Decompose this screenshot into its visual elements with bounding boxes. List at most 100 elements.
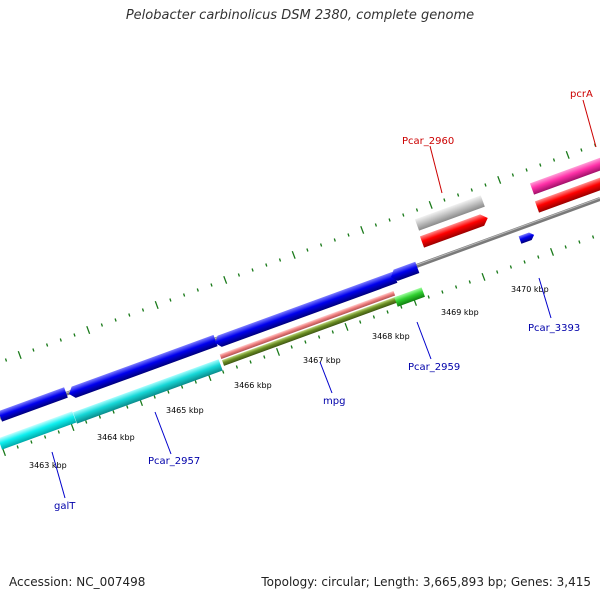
- scale-tick: [578, 240, 581, 244]
- scale-tick: [443, 198, 446, 202]
- scale-tick: [180, 385, 184, 389]
- scale-tick: [304, 340, 307, 344]
- scale-tick: [249, 360, 252, 364]
- scale-tick: [427, 295, 430, 299]
- scale-tick: [317, 335, 321, 339]
- gene-label-pcrA[interactable]: pcrA: [570, 89, 593, 100]
- scale-tick: [344, 322, 349, 331]
- gene-mpg[interactable]: [219, 290, 396, 359]
- scale-label: 3465 kbp: [166, 406, 204, 415]
- scale-tick: [114, 318, 117, 322]
- scale-tick: [30, 440, 33, 444]
- gene-label-Pcar_3393[interactable]: Pcar_3393: [528, 323, 580, 334]
- callout-line-Pcar_3393: [538, 277, 552, 319]
- scale-tick: [331, 330, 334, 334]
- scale-tick: [16, 445, 19, 449]
- scale-tick: [415, 208, 419, 212]
- gene-galT[interactable]: [0, 411, 77, 450]
- scale-label: 3469 kbp: [441, 308, 479, 317]
- scale-tick: [251, 268, 254, 272]
- scale-tick: [194, 380, 197, 384]
- gene-Pcar_2960[interactable]: [419, 212, 490, 248]
- scale-tick: [359, 320, 362, 324]
- scale-tick: [511, 173, 515, 177]
- scale-tick: [112, 410, 115, 414]
- scale-tick: [141, 308, 145, 312]
- callout-line-Pcar_2960: [429, 145, 443, 194]
- gene-pcrA[interactable]: [534, 173, 600, 213]
- gene-label-Pcar_2957[interactable]: Pcar_2957: [148, 456, 200, 467]
- scale-tick: [454, 285, 458, 289]
- map-title: Pelobacter carbinolicus DSM 2380, comple…: [125, 8, 475, 23]
- scale-tick: [73, 333, 76, 337]
- callout-line-galT: [51, 451, 66, 499]
- gene-Pcar_2960-gray[interactable]: [414, 195, 485, 231]
- scale-tick: [537, 255, 540, 259]
- gene-label-galT[interactable]: galT: [54, 501, 76, 512]
- outer-tick-row: [4, 143, 597, 362]
- scale-label: 3464 kbp: [97, 433, 135, 442]
- scale-tick: [360, 225, 365, 234]
- scale-tick: [265, 263, 268, 267]
- scale-tick: [1, 447, 7, 457]
- gene-label-Pcar_2960[interactable]: Pcar_2960: [402, 136, 454, 147]
- scale-tick: [17, 350, 22, 360]
- scale-tick: [306, 248, 309, 252]
- gene-reverse-blue-3[interactable]: [213, 271, 398, 349]
- scale-tick: [580, 148, 583, 152]
- scale-label: 3470 kbp: [511, 285, 549, 294]
- genome-stats-text: Topology: circular; Length: 3,665,893 bp…: [261, 575, 591, 589]
- scale-tick: [386, 310, 389, 314]
- scale-tick: [591, 235, 595, 239]
- inner-tick-row: [1, 235, 595, 457]
- scale-tick: [484, 183, 487, 187]
- accession-text: Accession: NC_007498: [9, 575, 146, 589]
- scale-label: 3463 kbp: [29, 461, 67, 470]
- gene-Pcar_3393[interactable]: [518, 231, 536, 244]
- scale-tick: [182, 293, 186, 297]
- scale-label: 3468 kbp: [372, 332, 410, 341]
- gene-reverse-blue-4[interactable]: [389, 261, 420, 283]
- scale-tick: [169, 298, 172, 302]
- scale-tick: [388, 218, 391, 222]
- gene-label-mpg[interactable]: mpg: [323, 396, 345, 407]
- scale-tick: [154, 300, 159, 310]
- scale-tick: [291, 250, 296, 259]
- scale-tick: [85, 420, 88, 424]
- scale-tick: [70, 422, 75, 432]
- scale-tick: [263, 355, 266, 359]
- callout-line-mpg: [319, 361, 333, 394]
- scale-tick: [523, 260, 526, 264]
- scale-tick: [153, 395, 156, 399]
- scale-tick: [372, 315, 376, 319]
- scale-tick: [86, 325, 91, 335]
- scale-tick: [402, 213, 405, 217]
- scale-tick: [275, 347, 281, 356]
- scale-tick: [539, 163, 542, 167]
- gene-Pcar_2959[interactable]: [394, 287, 425, 307]
- scale-tick: [59, 338, 62, 342]
- gene-label-Pcar_2959[interactable]: Pcar_2959: [408, 362, 460, 373]
- gene-reverse-blue-1[interactable]: [0, 387, 68, 422]
- scale-tick: [126, 405, 129, 409]
- scale-label: 3467 kbp: [303, 356, 341, 365]
- gene-Pcar_2957[interactable]: [72, 359, 223, 424]
- scale-tick: [235, 365, 239, 369]
- scale-tick: [32, 348, 35, 352]
- scale-tick: [400, 305, 403, 309]
- scale-tick: [210, 283, 213, 287]
- scale-tick: [167, 390, 170, 394]
- scale-tick: [441, 290, 444, 294]
- scale-tick: [43, 435, 47, 439]
- scale-tick: [509, 265, 513, 269]
- gene-reverse-blue-2[interactable]: [67, 334, 218, 400]
- scale-tick: [290, 345, 293, 349]
- scale-tick: [564, 245, 567, 249]
- gene-mpg-olive[interactable]: [221, 296, 400, 366]
- scale-tick: [223, 275, 228, 284]
- gene-pcrA-pink[interactable]: [529, 155, 600, 195]
- scale-label: 3466 kbp: [234, 381, 272, 390]
- scale-tick: [497, 175, 502, 184]
- scale-tick: [496, 270, 499, 274]
